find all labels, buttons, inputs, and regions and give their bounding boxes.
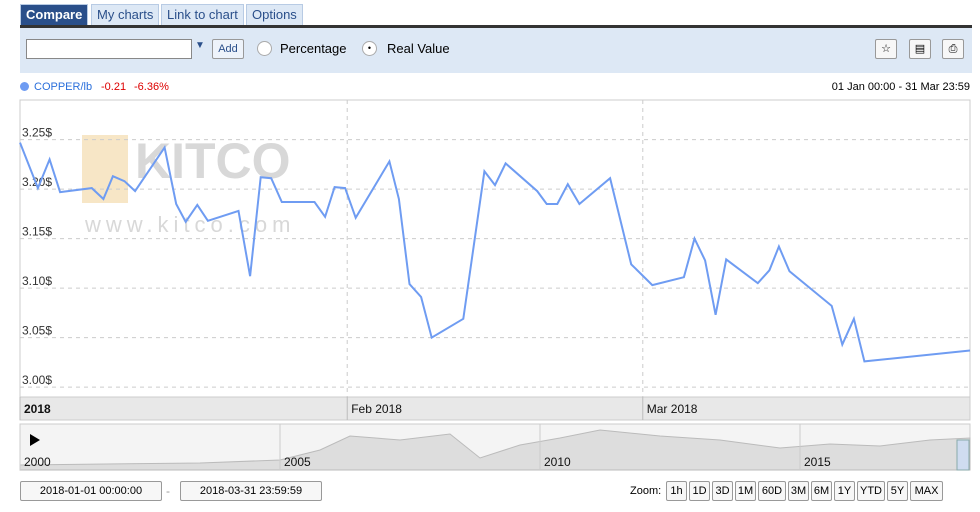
- x-tick-label: Feb 2018: [351, 402, 402, 416]
- tab[interactable]: Link to chart: [161, 4, 244, 25]
- tab[interactable]: Options: [246, 4, 303, 25]
- add-button[interactable]: Add: [212, 39, 244, 59]
- start-date[interactable]: 2018-01-01 00:00:00: [20, 481, 162, 501]
- watermark-logo-box: [82, 135, 128, 203]
- radio-label: Real Value: [387, 41, 450, 56]
- zoom-button[interactable]: 1h: [666, 481, 687, 501]
- end-date[interactable]: 2018-03-31 23:59:59: [180, 481, 322, 501]
- date-separator: -: [166, 484, 170, 498]
- zoom-button[interactable]: 1M: [735, 481, 756, 501]
- save-button[interactable]: ▤: [909, 39, 931, 59]
- zoom-button[interactable]: 1D: [689, 481, 710, 501]
- symbol-input[interactable]: [26, 39, 192, 59]
- y-tick-label: 3.15$: [22, 225, 52, 239]
- y-tick-label: 3.20$: [22, 175, 52, 189]
- print-button[interactable]: ⎙: [942, 39, 964, 59]
- price-line: [19, 142, 971, 363]
- navigator-label: 2005: [284, 455, 311, 469]
- play-icon[interactable]: [30, 434, 40, 446]
- x-axis-band: [19, 396, 971, 421]
- legend-dot: [20, 82, 29, 91]
- star-button[interactable]: ☆: [875, 39, 897, 59]
- radio-label: Percentage: [280, 41, 347, 56]
- zoom-button[interactable]: 6M: [811, 481, 832, 501]
- plot-area: [19, 99, 971, 398]
- navigator-area: [19, 429, 971, 471]
- zoom-button[interactable]: 3M: [788, 481, 809, 501]
- legend-change: -0.21: [101, 81, 127, 93]
- zoom-button[interactable]: 3D: [712, 481, 733, 501]
- y-tick-label: 3.00$: [22, 373, 52, 387]
- zoom-label: Zoom:: [630, 485, 662, 497]
- navigator-handle[interactable]: [956, 439, 970, 471]
- zoom-button[interactable]: 5Y: [887, 481, 908, 501]
- x-tick-label: 2018: [24, 402, 51, 416]
- y-tick-label: 3.25$: [22, 126, 52, 140]
- y-tick-label: 3.05$: [22, 324, 52, 338]
- dropdown-arrow[interactable]: ▼: [195, 40, 205, 51]
- navigator-label: 2000: [24, 455, 51, 469]
- radio[interactable]: [257, 41, 272, 56]
- navigator-label: 2015: [804, 455, 831, 469]
- tab[interactable]: My charts: [91, 4, 160, 25]
- date-range: 01 Jan 00:00 - 31 Mar 23:59: [831, 81, 970, 93]
- zoom-button[interactable]: MAX: [910, 481, 943, 501]
- zoom-button[interactable]: YTD: [857, 481, 885, 501]
- toolbar: ▼ Add Percentage • Real Value ☆ ▤ ⎙: [20, 28, 972, 73]
- zoom-button[interactable]: 60D: [758, 481, 786, 501]
- watermark-logo: KITCO: [135, 133, 291, 189]
- navigator-label: 2010: [544, 455, 571, 469]
- tab-rule: [20, 25, 972, 28]
- radio[interactable]: •: [362, 41, 377, 56]
- legend-name[interactable]: COPPER/lb: [34, 81, 93, 93]
- tab[interactable]: Compare: [20, 4, 89, 25]
- y-tick-label: 3.10$: [22, 274, 52, 288]
- zoom-button[interactable]: 1Y: [834, 481, 855, 501]
- legend-change-pct: -6.36%: [134, 81, 169, 93]
- x-tick-label: Mar 2018: [647, 402, 698, 416]
